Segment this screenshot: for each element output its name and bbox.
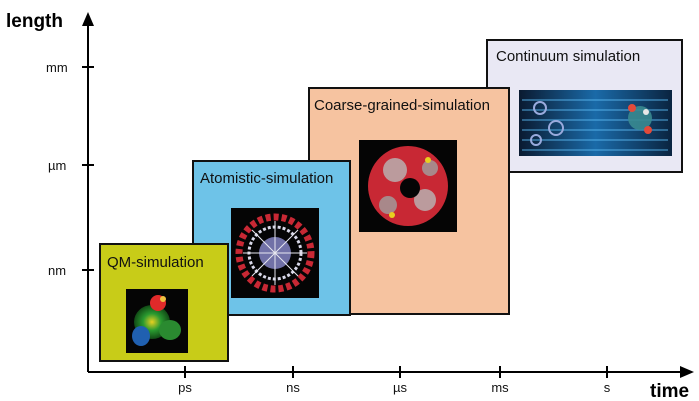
panel-label: Atomistic-simulation bbox=[200, 170, 333, 187]
y-tick-label: nm bbox=[48, 263, 66, 278]
molecule-orbital-icon bbox=[126, 289, 188, 353]
panel-continuum: Continuum simulation bbox=[486, 39, 683, 173]
atom-cluster-icon bbox=[231, 208, 319, 298]
panel-coarse-grained: Coarse-grained-simulation bbox=[308, 87, 510, 315]
x-tick-label: ps bbox=[178, 380, 192, 395]
x-tick-label: ns bbox=[286, 380, 300, 395]
y-tick-label: mm bbox=[46, 60, 68, 75]
panel-label: Continuum simulation bbox=[496, 48, 640, 65]
x-tick-label: µs bbox=[393, 380, 407, 395]
coarse-grained-ring-icon bbox=[359, 140, 457, 232]
panel-label: Coarse-grained-simulation bbox=[314, 97, 490, 114]
y-axis-title: length bbox=[6, 11, 63, 32]
x-axis-arrow-icon bbox=[680, 366, 694, 378]
panel-atomistic: Atomistic-simulation bbox=[192, 160, 351, 316]
continuum-field-icon bbox=[519, 90, 672, 156]
y-axis-arrow-icon bbox=[82, 12, 94, 26]
panel-label: QM-simulation bbox=[107, 254, 204, 271]
y-tick-label: µm bbox=[48, 158, 66, 173]
y-axis bbox=[82, 12, 94, 372]
panel-qm: QM-simulation bbox=[99, 243, 229, 362]
x-axis-title: time bbox=[650, 381, 689, 401]
x-tick-label: s bbox=[604, 380, 611, 395]
x-axis bbox=[88, 366, 694, 378]
x-tick-label: ms bbox=[491, 380, 509, 395]
